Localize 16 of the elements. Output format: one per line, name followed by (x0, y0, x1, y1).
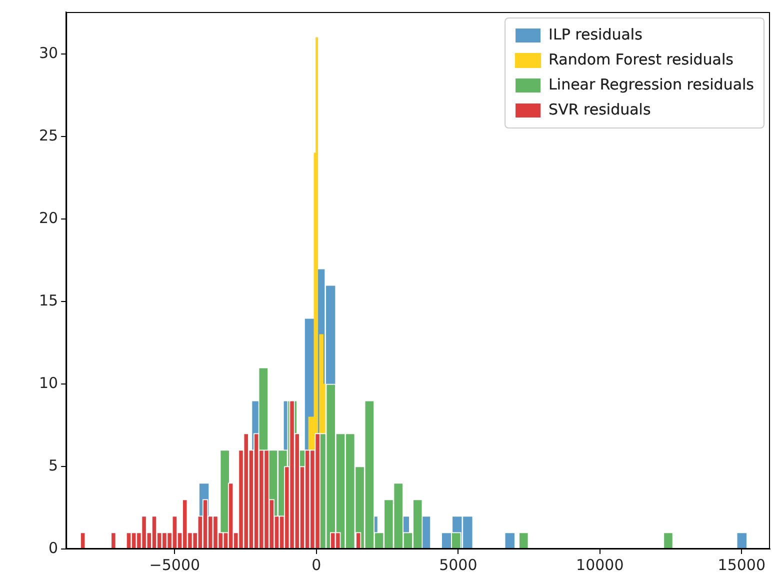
y-tick-label: 30 (38, 44, 58, 62)
x-tick-label: 5000 (439, 556, 478, 574)
y-tick-label: 20 (38, 208, 58, 227)
x-tick-label: 15000 (718, 556, 766, 574)
y-tick-label: 10 (38, 374, 58, 392)
y-tick-label: 0 (48, 538, 58, 557)
y-tick-label: 25 (38, 126, 58, 144)
y-tick-label: 5 (48, 456, 58, 474)
legend-label: Random Forest residuals (548, 50, 734, 68)
x-tick-label: 10000 (576, 556, 624, 574)
x-tick-label: 0 (312, 556, 322, 574)
legend-label: ILP residuals (548, 25, 643, 44)
legend-label: Linear Regression residuals (548, 75, 754, 94)
legend-label: SVR residuals (548, 100, 651, 118)
x-tick-label: −5000 (149, 556, 200, 574)
y-tick-label: 15 (38, 291, 58, 310)
